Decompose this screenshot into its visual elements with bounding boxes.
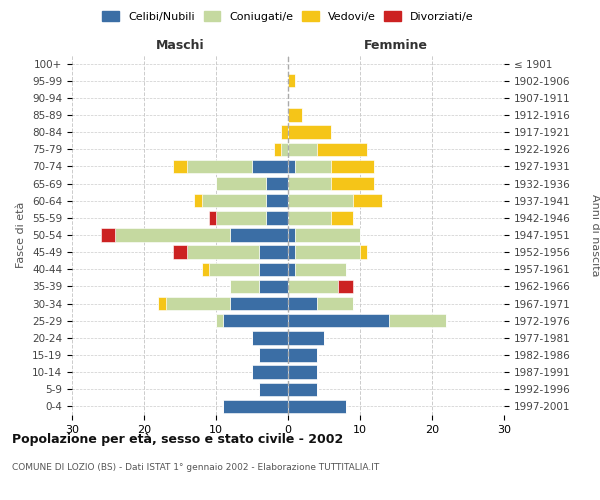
Bar xyxy=(252,366,288,379)
Bar xyxy=(115,228,230,241)
Bar xyxy=(259,280,288,293)
Bar xyxy=(259,262,288,276)
Legend: Celibi/Nubili, Coniugati/e, Vedovi/e, Divorziati/e: Celibi/Nubili, Coniugati/e, Vedovi/e, Di… xyxy=(99,8,477,25)
Bar xyxy=(252,160,288,173)
Bar xyxy=(173,246,187,259)
Bar xyxy=(101,228,115,241)
Bar xyxy=(288,331,324,344)
Bar xyxy=(288,366,317,379)
Bar xyxy=(288,74,295,88)
Bar xyxy=(331,177,374,190)
Bar xyxy=(288,142,317,156)
Bar xyxy=(266,177,288,190)
Bar xyxy=(288,400,346,413)
Bar xyxy=(288,194,353,207)
Bar xyxy=(166,297,230,310)
Bar xyxy=(259,246,288,259)
Bar xyxy=(223,314,288,328)
Bar xyxy=(288,280,338,293)
Bar xyxy=(295,228,360,241)
Bar xyxy=(288,262,295,276)
Text: Maschi: Maschi xyxy=(155,40,205,52)
Bar xyxy=(158,297,166,310)
Bar xyxy=(266,194,288,207)
Bar xyxy=(230,280,259,293)
Bar xyxy=(252,331,288,344)
Bar xyxy=(209,262,259,276)
Bar xyxy=(317,142,367,156)
Bar xyxy=(288,297,317,310)
Bar xyxy=(288,228,295,241)
Bar xyxy=(295,262,346,276)
Bar xyxy=(281,126,288,139)
Bar xyxy=(230,228,288,241)
Bar xyxy=(288,246,295,259)
Bar xyxy=(187,246,259,259)
Bar xyxy=(266,211,288,224)
Bar xyxy=(288,211,331,224)
Bar xyxy=(360,246,367,259)
Bar xyxy=(389,314,446,328)
Bar xyxy=(230,297,288,310)
Bar xyxy=(187,160,252,173)
Text: Popolazione per età, sesso e stato civile - 2002: Popolazione per età, sesso e stato civil… xyxy=(12,432,343,446)
Bar xyxy=(223,400,288,413)
Bar xyxy=(173,160,187,173)
Text: COMUNE DI LOZIO (BS) - Dati ISTAT 1° gennaio 2002 - Elaborazione TUTTITALIA.IT: COMUNE DI LOZIO (BS) - Dati ISTAT 1° gen… xyxy=(12,463,379,472)
Bar xyxy=(259,348,288,362)
Bar xyxy=(338,280,353,293)
Bar xyxy=(216,211,266,224)
Y-axis label: Anni di nascita: Anni di nascita xyxy=(590,194,600,276)
Bar xyxy=(288,314,389,328)
Bar xyxy=(295,160,331,173)
Bar xyxy=(216,177,266,190)
Bar xyxy=(194,194,202,207)
Bar xyxy=(274,142,281,156)
Bar xyxy=(331,160,374,173)
Y-axis label: Fasce di età: Fasce di età xyxy=(16,202,26,268)
Bar xyxy=(288,108,302,122)
Bar xyxy=(288,348,317,362)
Bar xyxy=(209,211,216,224)
Bar xyxy=(202,262,209,276)
Text: Femmine: Femmine xyxy=(364,40,428,52)
Bar xyxy=(288,382,317,396)
Bar xyxy=(288,126,331,139)
Bar xyxy=(317,297,353,310)
Bar xyxy=(288,177,331,190)
Bar xyxy=(216,314,223,328)
Bar xyxy=(295,246,360,259)
Bar xyxy=(331,211,353,224)
Bar xyxy=(281,142,288,156)
Bar xyxy=(353,194,382,207)
Bar xyxy=(259,382,288,396)
Bar xyxy=(288,160,295,173)
Bar xyxy=(202,194,266,207)
